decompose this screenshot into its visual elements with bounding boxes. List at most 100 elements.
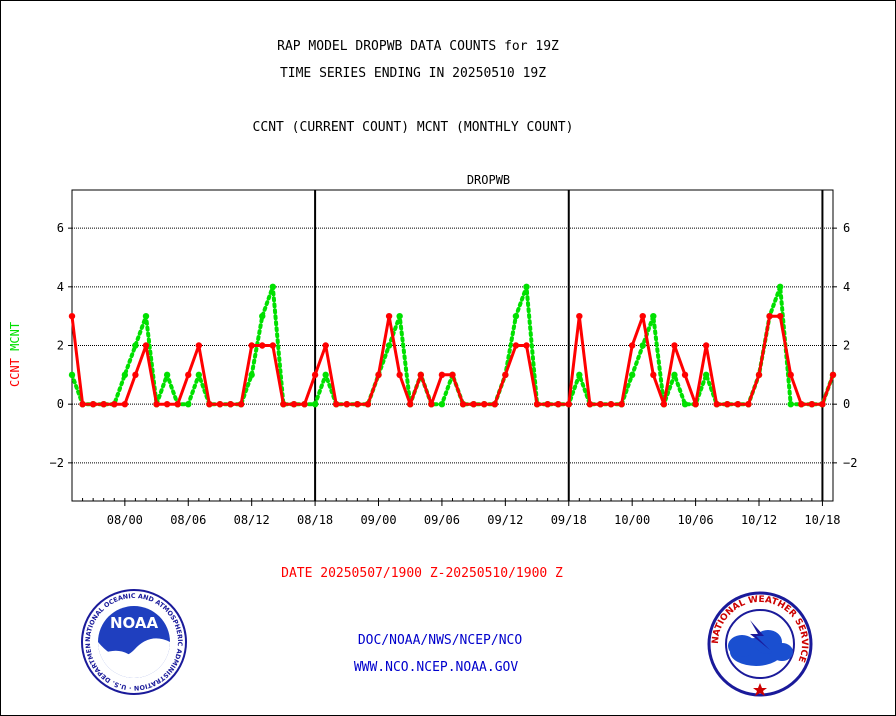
mcnt-point: [269, 283, 277, 291]
ccnt-point: [502, 371, 509, 379]
ccnt-point: [354, 400, 361, 408]
ccnt-point: [533, 400, 541, 408]
ccnt-point: [586, 400, 594, 408]
ccnt-point: [776, 312, 784, 320]
mcnt-point: [438, 400, 446, 408]
ccnt-point: [216, 400, 224, 408]
ccnt-point: [565, 400, 572, 408]
date-range: DATE 20250507/1900 Z-20250510/1900 Z: [281, 566, 563, 581]
ccnt-point: [512, 342, 520, 349]
ccnt-point: [808, 400, 816, 408]
ccnt-point: [639, 312, 646, 320]
mcnt-point: [121, 371, 129, 379]
y-tick-label-right: 0: [843, 397, 850, 411]
org-label: DOC/NOAA/NWS/NCEP/NCO: [357, 633, 523, 648]
ccnt-point: [237, 400, 245, 408]
ccnt-point: [491, 400, 498, 408]
ccnt-point: [153, 400, 160, 408]
mcnt-point: [322, 371, 329, 379]
y-tick-label-left: −2: [50, 456, 64, 470]
ccnt-point: [301, 400, 308, 408]
ccnt-point: [132, 371, 139, 379]
y-tick-label-left: 0: [57, 397, 64, 411]
ccnt-point: [417, 371, 424, 379]
x-tick-label: 10/12: [741, 513, 777, 527]
ccnt-point: [618, 400, 625, 408]
ccnt-point: [163, 400, 171, 408]
ccnt-point: [724, 400, 731, 408]
mcnt-point: [185, 400, 192, 408]
mcnt-point: [787, 400, 794, 408]
ccnt-point: [269, 342, 277, 349]
website-link[interactable]: WWW.NCO.NCEP.NOAA.GOV: [353, 660, 519, 675]
mcnt-point: [163, 371, 171, 379]
ccnt-point: [544, 400, 551, 408]
ccnt-point: [89, 400, 97, 408]
y-tick-label-left: 6: [57, 221, 64, 235]
ccnt-point: [100, 400, 107, 408]
ccnt-point: [470, 400, 477, 408]
ccnt-point: [681, 371, 689, 379]
x-tick-label: 09/00: [360, 513, 396, 527]
nws-logo: NATIONAL WEATHER SERVICE: [707, 591, 813, 697]
x-tick-label: 10/00: [614, 513, 650, 527]
chart-title-line3: CCNT (CURRENT COUNT) MCNT (MONTHLY COUNT…: [252, 120, 574, 135]
ccnt-point: [734, 400, 742, 408]
mcnt-point: [639, 342, 646, 349]
ccnt-point: [755, 371, 763, 379]
ccnt-point: [554, 400, 562, 408]
mcnt-point: [311, 400, 319, 408]
ccnt-point: [660, 400, 668, 408]
mcnt-point: [396, 312, 403, 320]
ccnt-point: [597, 400, 604, 408]
ccnt-point: [311, 371, 319, 379]
mcnt-point: [512, 312, 520, 320]
ccnt-point: [798, 400, 805, 408]
mcnt-point: [650, 312, 657, 320]
mcnt-point: [523, 283, 530, 291]
ccnt-point: [259, 342, 266, 349]
y-tick-label-right: −2: [843, 456, 857, 470]
x-tick-label: 09/06: [424, 513, 460, 527]
ccnt-point: [343, 400, 351, 408]
noaa-logo-text: NOAA: [110, 614, 159, 632]
x-tick-label: 09/18: [551, 513, 587, 527]
ccnt-point: [68, 312, 76, 320]
y-axis-label: CCNT MCNT: [8, 322, 22, 387]
ccnt-point: [111, 400, 118, 408]
ccnt-point: [248, 342, 255, 349]
y-tick-label-right: 4: [843, 280, 850, 294]
ccnt-point: [142, 342, 150, 349]
mcnt-point: [628, 371, 636, 379]
ccnt-point: [745, 400, 752, 408]
noaa-logo: NOAA NATIONAL OCEANIC AND ATMOSPHERIC AD…: [80, 588, 187, 695]
x-tick-label: 10/06: [678, 513, 714, 527]
ccnt-point: [766, 312, 773, 320]
ccnt-point: [121, 400, 129, 408]
x-tick-label: 09/12: [487, 513, 523, 527]
ccnt-point: [396, 371, 403, 379]
ccnt-point: [206, 400, 213, 408]
ccnt-point: [523, 342, 530, 349]
mcnt-point: [576, 371, 583, 379]
mcnt-point: [248, 371, 255, 379]
ccnt-point: [459, 400, 467, 408]
ccnt-point: [692, 400, 699, 408]
mcnt-point: [702, 371, 710, 379]
ccnt-point: [628, 342, 636, 349]
mcnt-point: [132, 342, 139, 349]
ccnt-point: [333, 400, 340, 408]
ccnt-point: [438, 371, 446, 379]
ccnt-point: [375, 371, 382, 379]
ccnt-point: [79, 400, 86, 408]
ccnt-point: [280, 400, 287, 408]
x-tick-label: 10/18: [804, 513, 840, 527]
y-tick-label-left: 2: [57, 339, 64, 353]
ccnt-point: [829, 371, 837, 379]
chart-title-line2: TIME SERIES ENDING IN 20250510 19Z: [279, 66, 547, 81]
mcnt-point: [68, 371, 76, 379]
chart-title-line1: RAP MODEL DROPWB DATA COUNTS for 19Z: [277, 39, 559, 54]
x-tick-label: 08/18: [297, 513, 333, 527]
mcnt-point: [681, 400, 689, 408]
